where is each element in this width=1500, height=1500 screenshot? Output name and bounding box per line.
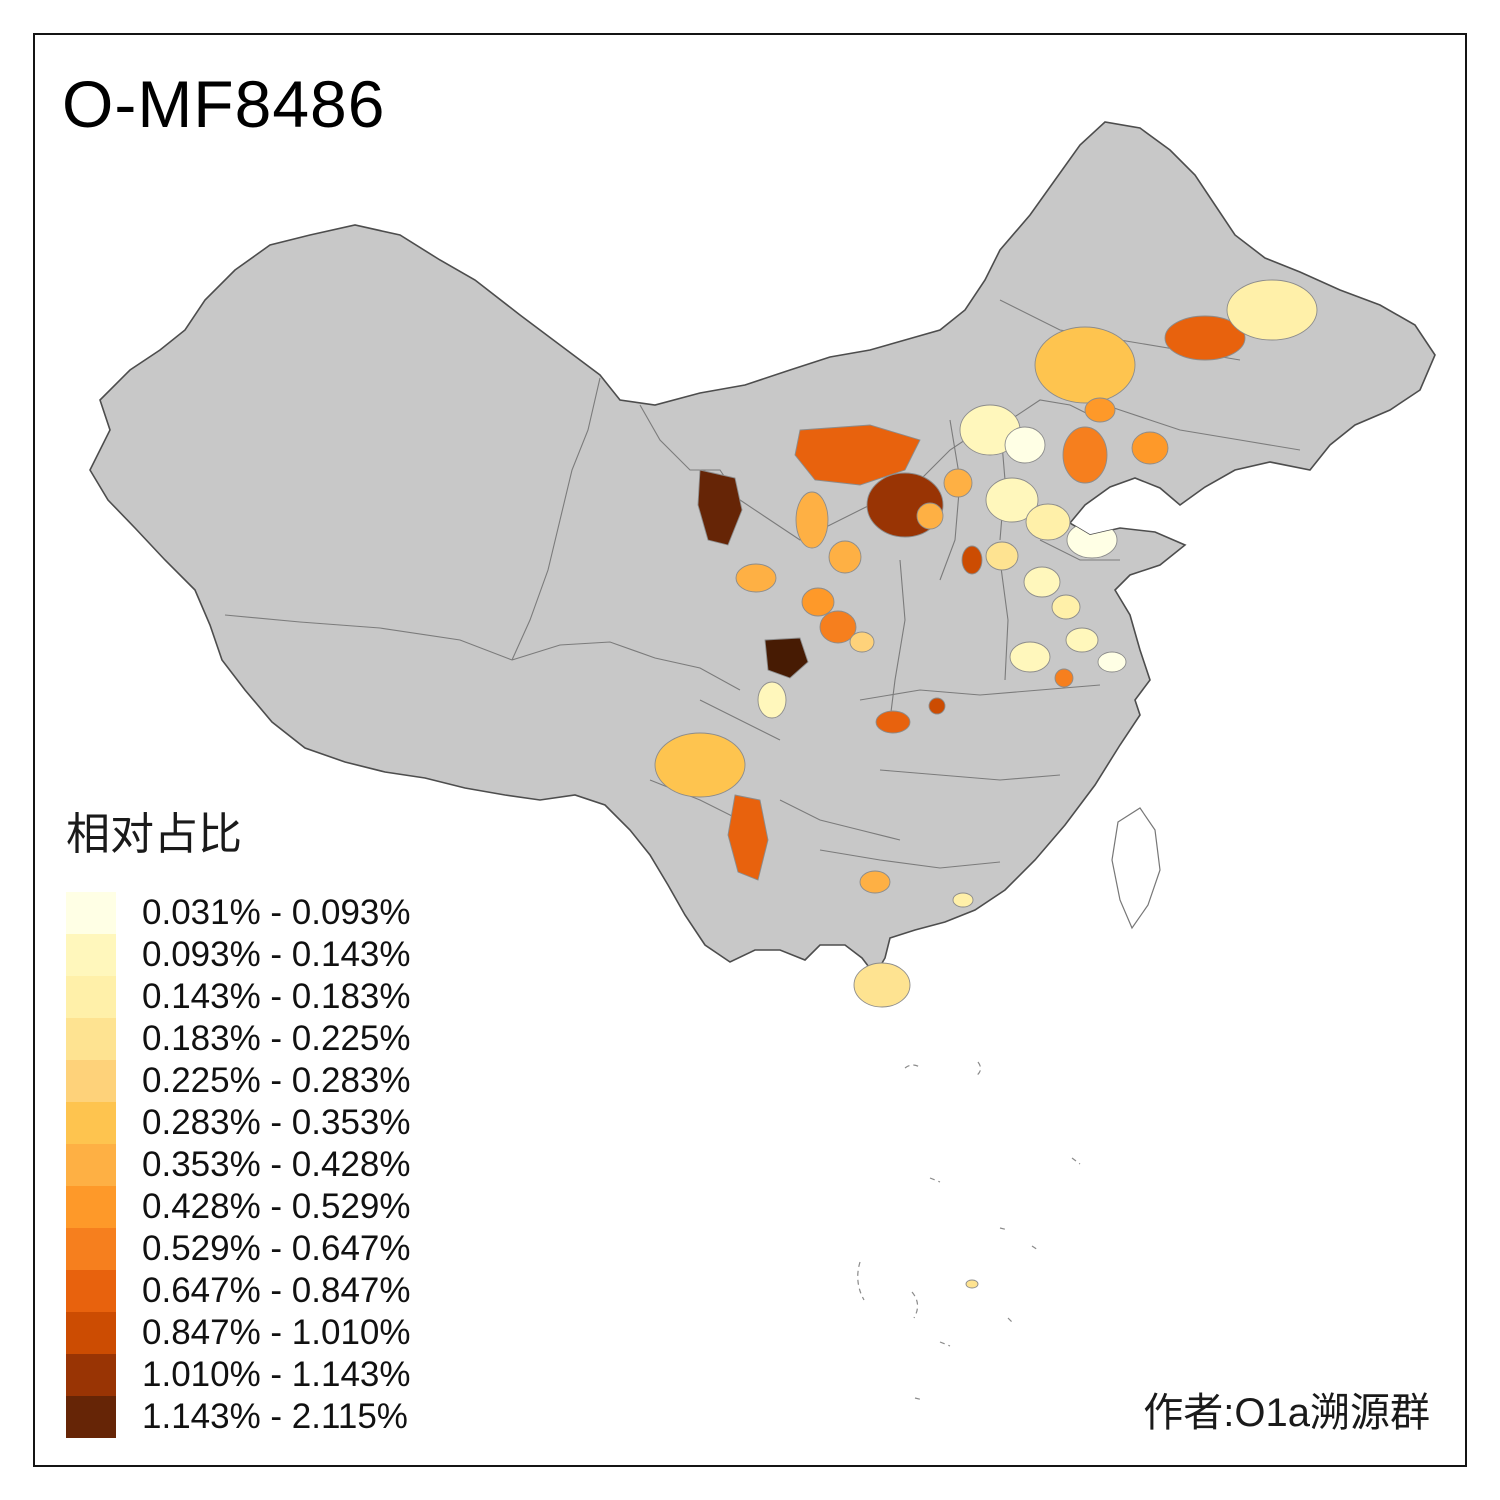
legend-label: 0.353% - 0.428% [142,1145,411,1184]
legend-label: 0.183% - 0.225% [142,1019,411,1058]
legend-row: 1.010% - 1.143% [66,1354,411,1396]
province-borders [224,299,1301,869]
page-title: O-MF8486 [62,67,386,141]
map-region [735,563,777,593]
map-region [875,710,911,734]
legend-label: 0.283% - 0.353% [142,1103,411,1142]
legend-swatch [66,892,116,934]
legend-row: 0.353% - 0.428% [66,1144,411,1186]
legend-label: 0.847% - 1.010% [142,1313,411,1352]
hainan-island [853,962,911,1008]
legend-row: 0.093% - 0.143% [66,934,411,976]
legend-label: 0.225% - 0.283% [142,1061,411,1100]
legend-row: 1.143% - 2.115% [66,1396,411,1438]
legend-title: 相对占比 [66,810,242,859]
legend-swatch [66,934,116,976]
map-region [819,610,857,644]
map-region [1009,641,1051,673]
legend-row: 0.143% - 0.183% [66,976,411,1018]
map-region [795,491,829,549]
legend-row: 0.031% - 0.093% [66,892,411,934]
legend-row: 0.428% - 0.529% [66,1186,411,1228]
legend-swatch [66,1270,116,1312]
taiwan-island [1111,807,1161,930]
map-region [859,870,891,894]
legend-row: 0.847% - 1.010% [66,1312,411,1354]
map-region [1062,426,1108,484]
map-region [952,892,974,908]
legend-row: 0.529% - 0.647% [66,1228,411,1270]
legend-label: 0.428% - 0.529% [142,1187,411,1226]
legend-label: 0.031% - 0.093% [142,893,411,932]
author-credit: 作者:O1a溯源群 [1143,1391,1430,1435]
map-region [1065,627,1099,653]
legend-swatch [66,1060,116,1102]
map-region [1054,668,1074,688]
legend-row: 0.647% - 0.847% [66,1270,411,1312]
map-region [985,477,1039,523]
choropleth-regions [654,279,1318,908]
map-region [794,424,921,486]
map-region [764,637,809,679]
legend-swatch [66,1228,116,1270]
legend-label: 1.010% - 1.143% [142,1355,411,1394]
legend-swatch [66,1144,116,1186]
map-region [1066,521,1118,559]
map-region [849,631,875,653]
map-region [943,468,973,498]
map-region [828,540,862,574]
legend-label: 0.647% - 0.847% [142,1271,411,1310]
map-region [1131,431,1169,465]
legend-row: 0.225% - 0.283% [66,1060,411,1102]
map-region [1023,566,1061,598]
legend-label: 0.529% - 0.647% [142,1229,411,1268]
map-region [1097,651,1127,673]
legend-row: 0.283% - 0.353% [66,1102,411,1144]
legend-swatch [66,1396,116,1438]
legend-swatch [66,976,116,1018]
map-region [965,1279,979,1289]
map-region [1226,279,1318,341]
legend-swatch [66,1018,116,1060]
map-region [961,545,983,575]
map-region [1164,315,1246,361]
map-region [916,502,944,530]
south-china-sea-islands [857,1061,1081,1401]
map-region [727,794,769,881]
legend-swatch [66,1102,116,1144]
legend-row: 0.183% - 0.225% [66,1018,411,1060]
map-region [1051,594,1081,620]
map-region [985,541,1019,571]
legend-label: 0.093% - 0.143% [142,935,411,974]
map-region [1034,326,1136,404]
map-region [801,587,835,617]
map-region [1004,426,1046,464]
map-region [697,469,743,546]
legend: 相对占比 0.031% - 0.093% 0.093% - 0.143% 0.1… [66,798,411,1438]
map-region [654,732,746,798]
map-region [928,697,946,715]
legend-label: 1.143% - 2.115% [142,1397,408,1436]
map-region [1025,503,1071,541]
map-region [1084,397,1116,423]
map-region [757,681,787,719]
legend-swatch [66,1186,116,1228]
legend-swatch [66,1354,116,1396]
legend-swatch [66,1312,116,1354]
legend-label: 0.143% - 0.183% [142,977,411,1016]
